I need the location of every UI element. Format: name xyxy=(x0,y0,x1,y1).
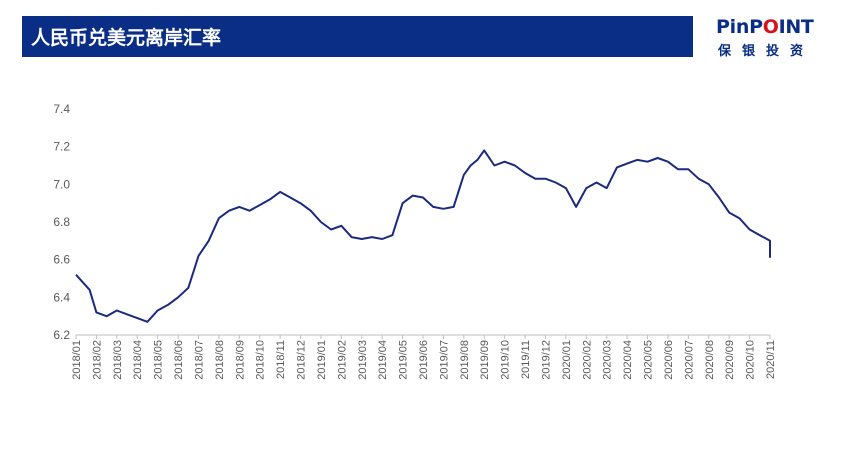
x-tick-label: 2020/03 xyxy=(602,340,614,380)
x-tick-label: 2020/06 xyxy=(663,340,675,380)
x-tick-label: 2018/12 xyxy=(296,340,308,380)
x-tick-label: 2020/04 xyxy=(622,340,634,380)
x-tick-label: 2020/05 xyxy=(643,340,655,380)
x-tick-label: 2018/11 xyxy=(275,340,287,379)
x-tick-label: 2018/05 xyxy=(153,340,165,380)
x-tick-label: 2018/07 xyxy=(193,340,205,380)
x-tick-label: 2020/09 xyxy=(724,340,736,380)
x-tick-label: 2019/10 xyxy=(500,340,512,380)
x-tick-label: 2019/05 xyxy=(398,340,410,380)
x-tick-label: 2019/01 xyxy=(316,340,328,380)
logo-brand: PinPOINT xyxy=(716,16,814,38)
x-tick-label: 2018/02 xyxy=(91,340,103,380)
x-tick-label: 2020/07 xyxy=(683,340,695,380)
x-tick-label: 2018/06 xyxy=(173,340,185,380)
logo-brand-o: O xyxy=(762,16,779,38)
x-tick-label: 2019/11 xyxy=(520,340,532,379)
x-tick-label: 2019/07 xyxy=(438,340,450,380)
x-tick-label: 2018/09 xyxy=(234,340,246,380)
series-line-usdcnh xyxy=(75,149,771,323)
x-tick-label: 2019/02 xyxy=(336,340,348,380)
y-axis: 6.2 6.4 6.6 6.8 7.0 7.2 7.4 xyxy=(53,102,70,342)
x-tick-label: 2019/04 xyxy=(377,340,389,380)
y-tick-label: 6.6 xyxy=(53,253,70,267)
y-tick-label: 6.8 xyxy=(53,215,70,229)
page-title: 人民币兑美元离岸汇率 xyxy=(31,27,222,49)
y-tick-label: 7.2 xyxy=(53,140,70,154)
x-tick-label: 2020/02 xyxy=(581,340,593,380)
x-tick-label: 2018/10 xyxy=(255,340,267,380)
x-tick-label: 2019/08 xyxy=(459,340,471,380)
x-tick-label: 2020/08 xyxy=(704,340,716,380)
series-group xyxy=(75,149,771,323)
x-tick-label: 2020/10 xyxy=(745,340,757,380)
logo-brand-pin: PinP xyxy=(716,16,763,38)
x-tick-label: 2018/03 xyxy=(112,340,124,380)
x-tick-label: 2018/04 xyxy=(132,340,144,380)
y-tick-label: 7.4 xyxy=(53,102,70,116)
x-tick-label: 2019/06 xyxy=(418,340,430,380)
x-tick-label: 2018/08 xyxy=(214,340,226,380)
y-tick-label: 6.2 xyxy=(53,328,70,342)
y-tick-label: 6.4 xyxy=(53,290,70,304)
x-tick-label: 2019/12 xyxy=(540,340,552,380)
pinpoint-logo: PinPOINT 保银投资 xyxy=(716,16,822,60)
title-bar: 人民币兑美元离岸汇率 xyxy=(22,16,693,57)
x-tick-label: 2018/01 xyxy=(71,340,83,380)
x-tick-label: 2020/11 xyxy=(765,340,777,379)
logo-brand-int: INT xyxy=(778,16,814,38)
logo-subtitle: 保银投资 xyxy=(718,44,815,59)
x-tick-label: 2020/01 xyxy=(561,340,573,380)
x-tick-label: 2019/09 xyxy=(479,340,491,380)
x-tick-label: 2019/03 xyxy=(357,340,369,380)
x-axis: 2018/01 2018/02 2018/03 2018/04 2018/05 2018/… xyxy=(71,334,777,380)
y-tick-label: 7.0 xyxy=(53,177,70,191)
